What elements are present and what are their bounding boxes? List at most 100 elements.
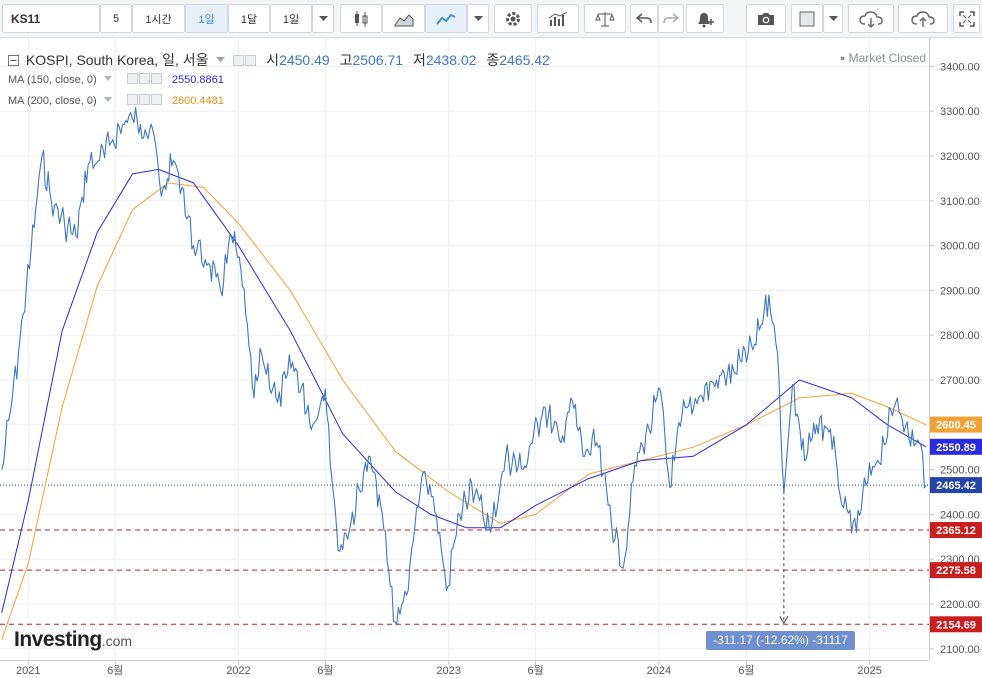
interval-5-button[interactable]: 5 <box>100 4 132 33</box>
chevron-down-icon[interactable] <box>103 97 112 102</box>
ma200-badge-bg <box>930 416 982 433</box>
y-tick-label: 3100.00 <box>940 196 980 208</box>
indicators-icon <box>548 11 568 26</box>
color-dropdown-button[interactable] <box>823 4 843 33</box>
investing-logo: Investing.com <box>14 628 132 652</box>
redo-icon <box>663 12 679 23</box>
line-chart-icon <box>436 13 456 25</box>
y-tick-label: 3300.00 <box>940 106 980 118</box>
candles-button[interactable] <box>340 4 382 33</box>
ma150-value: 2550.8861 <box>171 74 224 86</box>
level-badge: 2365.12 <box>936 525 976 537</box>
y-tick-label: 2700.00 <box>940 375 980 387</box>
alert-icon <box>698 12 714 27</box>
chevron-down-icon[interactable] <box>216 57 226 63</box>
logo-brand: Investing <box>14 628 102 651</box>
y-tick-label: 2200.00 <box>940 599 980 611</box>
interval-dropdown-button[interactable] <box>312 4 334 33</box>
compare-icon <box>595 11 615 26</box>
line-chart-button[interactable] <box>425 4 467 33</box>
level-badge-bg <box>930 616 982 633</box>
ma200-value: 2600.4481 <box>171 95 224 107</box>
y-tick-label: 2400.00 <box>940 509 980 521</box>
interval-1d-button[interactable]: 1일 <box>185 4 228 33</box>
x-tick-label: 6월 <box>528 664 544 677</box>
chart-type-dropdown-button[interactable] <box>467 4 489 33</box>
color-button[interactable] <box>791 4 823 33</box>
chevron-down-icon[interactable] <box>103 76 112 81</box>
market-status: ● Market Closed <box>840 51 926 65</box>
save-chart-button[interactable] <box>898 4 948 33</box>
measure-tool <box>779 485 789 625</box>
symbol-name: KOSPI, South Korea, 일, 서울 <box>25 52 209 68</box>
high-label: 고 <box>339 52 353 68</box>
level-badge-bg <box>930 522 982 539</box>
x-tick-label: 6월 <box>107 664 123 677</box>
gear-icon[interactable] <box>138 73 150 84</box>
collapse-icon[interactable] <box>8 55 19 66</box>
legend-ma150: MA (150, close, 0) 2550.8861 <box>8 73 224 86</box>
undo-icon <box>636 12 652 23</box>
y-tick-label: 2100.00 <box>940 644 980 656</box>
y-tick-label: 2900.00 <box>940 285 980 297</box>
candles-icon <box>355 10 368 27</box>
ma150-series-line <box>1 168 927 614</box>
load-chart-button[interactable] <box>848 4 894 33</box>
level-badge-bg <box>930 562 982 579</box>
series-layer <box>1 106 927 640</box>
area-chart-button[interactable] <box>382 4 425 33</box>
eye-icon[interactable] <box>233 55 245 66</box>
low-value: 2438.02 <box>425 52 477 68</box>
y-tick-label: 3400.00 <box>940 61 980 73</box>
x-tick-label: 2021 <box>16 665 40 677</box>
x-tick-label: 6월 <box>317 664 333 677</box>
interval-1m-button[interactable]: 1달 <box>228 4 270 33</box>
eye-icon[interactable] <box>126 94 138 105</box>
compare-button[interactable] <box>584 4 626 33</box>
alert-button[interactable] <box>686 4 724 33</box>
redo-button[interactable] <box>658 4 684 33</box>
interval-custom-button[interactable]: 1일 <box>270 4 312 33</box>
measurement-readout: -311.17 (-12.62%) -31117 <box>706 631 855 650</box>
time-axis: 2021 6월 2022 6월 2023 6월 2024 6월 2025 <box>16 660 882 677</box>
chevron-down-icon <box>318 15 328 21</box>
settings-button[interactable] <box>494 4 532 33</box>
ma200-label: MA (200, close, 0) <box>8 95 97 107</box>
open-value: 2450.49 <box>279 52 330 68</box>
level-badge: 2154.69 <box>936 619 976 631</box>
y-tick-label: 2800.00 <box>940 330 980 342</box>
price-series-line <box>1 106 927 626</box>
open-label: 시 <box>266 52 280 68</box>
ma200-series-line <box>1 182 927 640</box>
level-badge: 2275.58 <box>936 565 976 577</box>
toolbar: KS11 5 1시간 1일 1달 1일 <box>0 0 982 38</box>
measure-arrow <box>779 616 789 625</box>
symbol-input[interactable]: KS11 <box>2 4 100 33</box>
indicators-button[interactable] <box>537 4 579 33</box>
undo-button[interactable] <box>630 4 658 33</box>
current-price-badge-bg <box>930 477 982 494</box>
ma150-badge: 2550.89 <box>936 442 976 454</box>
gear-icon[interactable] <box>138 94 150 105</box>
eye-icon[interactable] <box>126 73 138 84</box>
screenshot-button[interactable] <box>746 4 786 33</box>
x-tick-label: 2022 <box>226 665 250 677</box>
ma200-badge: 2600.45 <box>936 420 976 432</box>
interval-1h-button[interactable]: 1시간 <box>132 4 185 33</box>
legend-ma200: MA (200, close, 0) 2600.4481 <box>8 94 224 107</box>
current-price-badge: 2465.42 <box>936 480 976 492</box>
x-tick-label: 2025 <box>857 665 881 677</box>
price-chart[interactable]: 3400.00 3300.00 3200.00 3100.00 3000.00 2900.… <box>0 38 982 678</box>
chevron-down-icon <box>473 15 483 21</box>
logo-suffix: .com <box>101 633 133 649</box>
high-value: 2506.71 <box>352 52 404 68</box>
fullscreen-button[interactable] <box>953 4 980 33</box>
y-tick-label: 3200.00 <box>940 151 980 163</box>
gear-icon[interactable] <box>245 55 257 66</box>
fullscreen-icon <box>958 10 975 27</box>
close-icon[interactable] <box>150 73 162 84</box>
grid <box>0 38 929 660</box>
close-icon[interactable] <box>150 94 162 105</box>
close-label: 종 <box>486 52 500 68</box>
camera-icon <box>758 12 774 25</box>
